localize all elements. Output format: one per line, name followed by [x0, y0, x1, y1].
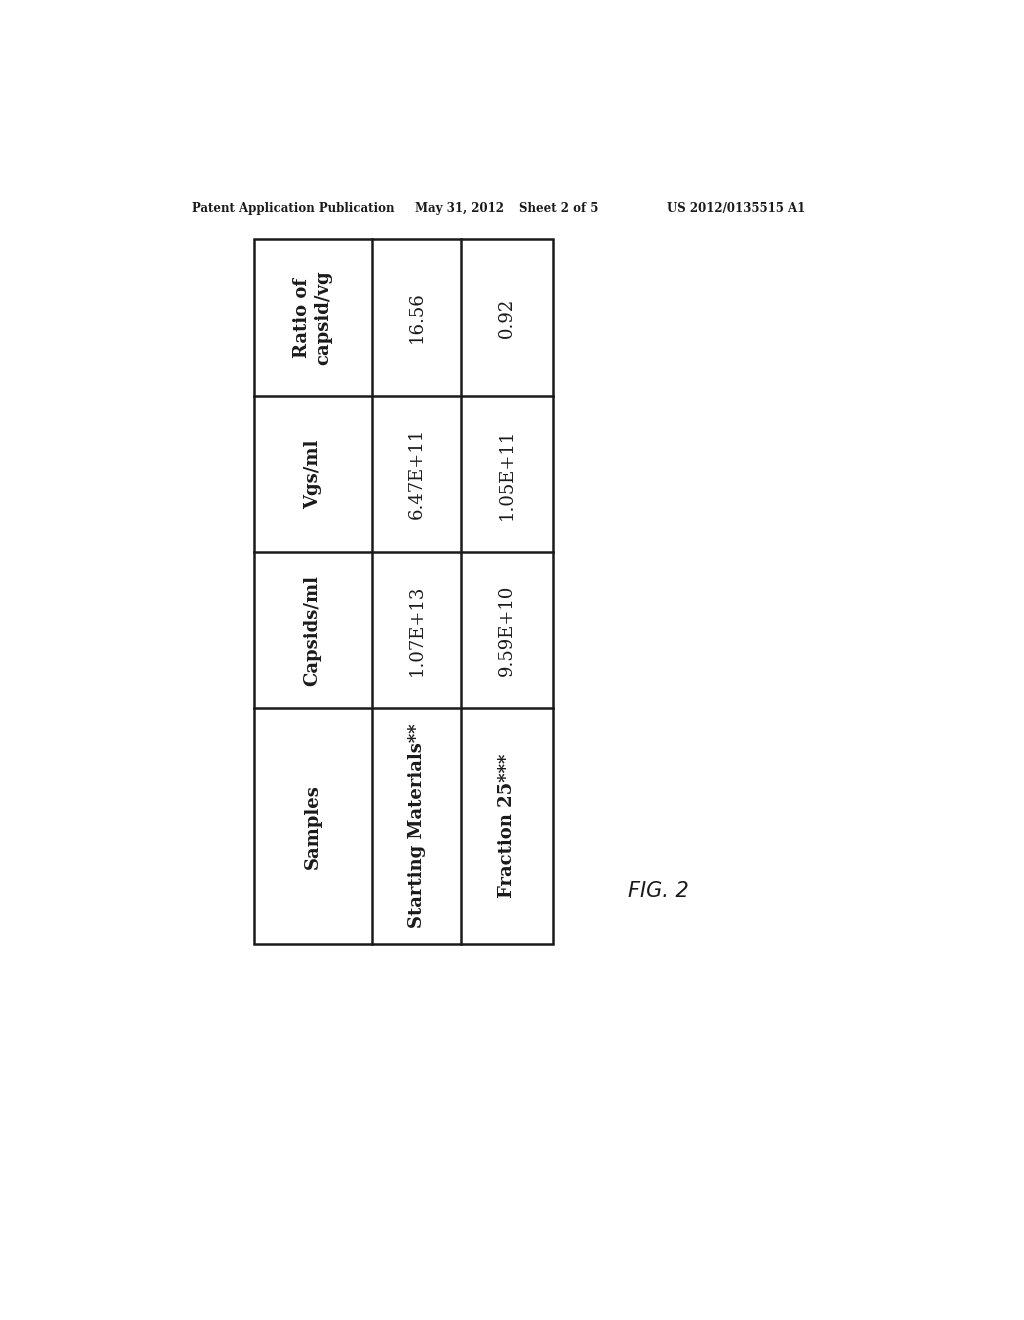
- Text: Samples: Samples: [304, 784, 322, 869]
- Text: Fraction 25***: Fraction 25***: [498, 754, 516, 899]
- Text: Ratio of
capsid/vg: Ratio of capsid/vg: [293, 271, 333, 364]
- Text: Sheet 2 of 5: Sheet 2 of 5: [519, 202, 599, 215]
- Text: Vgs/ml: Vgs/ml: [304, 440, 322, 508]
- Text: 1.05E+11: 1.05E+11: [498, 428, 516, 520]
- Text: Capsids/ml: Capsids/ml: [304, 574, 322, 686]
- Text: Starting Materials**: Starting Materials**: [408, 723, 426, 928]
- Text: 1.07E+13: 1.07E+13: [408, 585, 426, 676]
- Bar: [254, 239, 553, 944]
- Text: May 31, 2012: May 31, 2012: [415, 202, 504, 215]
- Text: 16.56: 16.56: [408, 292, 426, 343]
- Text: 9.59E+10: 9.59E+10: [498, 585, 516, 676]
- Text: 6.47E+11: 6.47E+11: [408, 428, 426, 520]
- Text: Patent Application Publication: Patent Application Publication: [191, 202, 394, 215]
- Text: 0.92: 0.92: [498, 297, 516, 338]
- Text: US 2012/0135515 A1: US 2012/0135515 A1: [667, 202, 805, 215]
- Text: FIG. 2: FIG. 2: [628, 882, 688, 902]
